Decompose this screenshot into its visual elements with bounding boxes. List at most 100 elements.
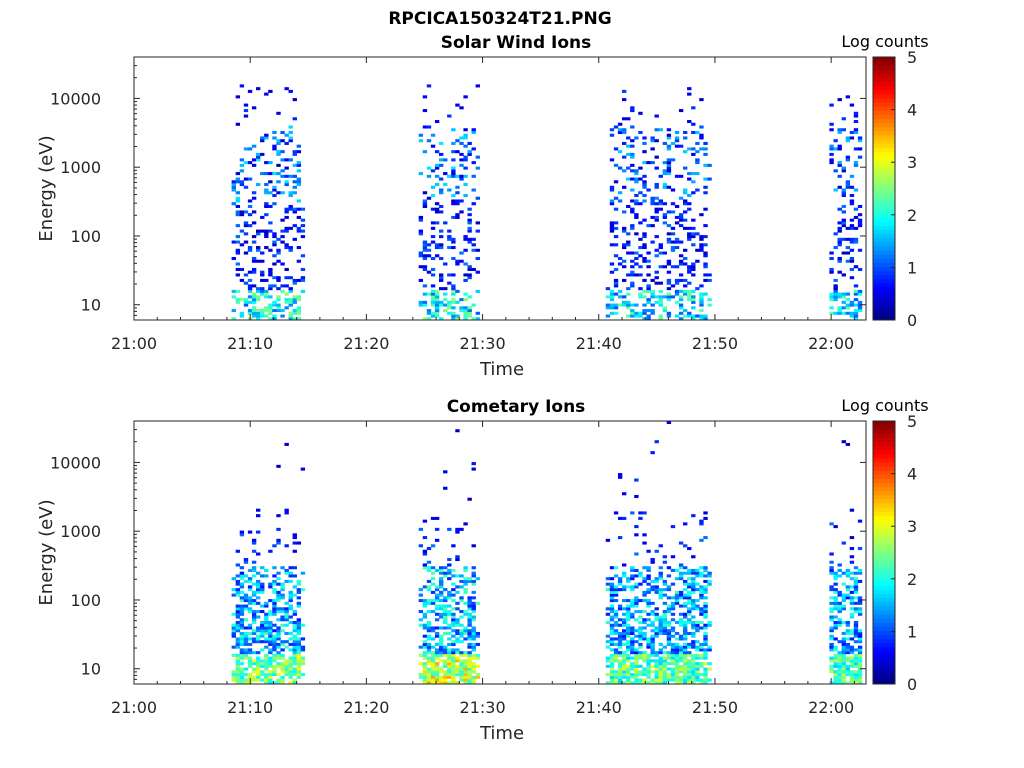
spectrogram-cell bbox=[264, 656, 269, 660]
spectrogram-cell bbox=[857, 673, 863, 677]
spectrogram-cell bbox=[841, 648, 846, 652]
colorbar-segment bbox=[873, 299, 895, 304]
spectrogram-cell bbox=[467, 311, 472, 315]
spectrogram-cell bbox=[617, 166, 623, 170]
spectrogram-cell bbox=[666, 651, 672, 655]
spectrogram-cell bbox=[849, 303, 855, 307]
spectrogram-cell bbox=[272, 276, 277, 280]
spectrogram-cell bbox=[288, 314, 293, 318]
spectrogram-cell bbox=[276, 642, 281, 646]
spectrogram-cell bbox=[231, 678, 236, 682]
spectrogram-cell bbox=[439, 188, 444, 192]
spectrogram-cell bbox=[674, 593, 680, 597]
spectrogram-cell bbox=[626, 631, 631, 635]
spectrogram-cell bbox=[422, 585, 428, 589]
spectrogram-cell bbox=[646, 273, 651, 277]
spectrogram-cell bbox=[256, 582, 261, 586]
spectrogram-cell bbox=[276, 582, 281, 586]
spectrogram-cell bbox=[691, 577, 696, 581]
spectrogram-cell bbox=[678, 144, 684, 148]
spectrogram-cell bbox=[251, 306, 257, 310]
spectrogram-cell bbox=[251, 637, 257, 641]
spectrogram-cell bbox=[296, 278, 302, 282]
spectrogram-cell bbox=[280, 262, 285, 266]
spectrogram-cell bbox=[841, 191, 846, 195]
spectrogram-cell bbox=[849, 547, 855, 551]
spectrogram-cell bbox=[691, 273, 696, 277]
spectrogram-cell bbox=[699, 295, 704, 299]
spectrogram-cell bbox=[617, 631, 623, 635]
colorbar-segment bbox=[873, 217, 895, 222]
spectrogram-cell bbox=[658, 662, 663, 666]
spectrogram-cell bbox=[471, 637, 476, 641]
spectrogram-cell bbox=[638, 651, 643, 655]
spectrogram-cell bbox=[674, 144, 680, 148]
spectrogram-cell bbox=[434, 306, 440, 310]
spectrogram-cell bbox=[463, 610, 468, 614]
spectrogram-cell bbox=[235, 673, 241, 677]
spectrogram-cell bbox=[300, 673, 306, 677]
spectrogram-cell bbox=[418, 172, 424, 176]
spectrogram-cell bbox=[687, 226, 692, 230]
spectrogram-cell bbox=[634, 664, 639, 668]
spectrogram-cell bbox=[447, 610, 452, 614]
spectrogram-cell bbox=[699, 284, 704, 288]
spectrogram-cell bbox=[687, 289, 692, 293]
colorbar-segment bbox=[873, 241, 895, 247]
spectrogram-cell bbox=[467, 656, 472, 660]
spectrogram-cell bbox=[239, 678, 245, 682]
spectrogram-cell bbox=[654, 207, 659, 211]
spectrogram-cell bbox=[455, 174, 460, 178]
spectrogram-cell bbox=[853, 596, 859, 600]
spectrogram-cell bbox=[296, 642, 302, 646]
colorbar-segment bbox=[873, 564, 895, 570]
spectrogram-cell bbox=[463, 629, 468, 633]
spectrogram-cell bbox=[853, 566, 859, 570]
spectrogram-cell bbox=[634, 601, 639, 605]
spectrogram-cell bbox=[849, 601, 855, 605]
spectrogram-cell bbox=[613, 593, 619, 597]
colorbar-segment bbox=[873, 610, 895, 615]
spectrogram-cell bbox=[451, 284, 456, 288]
spectrogram-cell bbox=[837, 593, 842, 597]
spectrogram-cell bbox=[703, 574, 708, 578]
spectrogram-cell bbox=[430, 577, 436, 581]
spectrogram-cell bbox=[235, 637, 241, 641]
spectrogram-cell bbox=[296, 144, 302, 148]
spectrogram-cell bbox=[630, 631, 635, 635]
spectrogram-cell bbox=[609, 670, 615, 674]
spectrogram-cell bbox=[292, 152, 297, 156]
spectrogram-cell bbox=[451, 311, 456, 315]
spectrogram-cell bbox=[849, 560, 855, 564]
spectrogram-cell bbox=[463, 577, 468, 581]
spectrogram-cell bbox=[853, 298, 859, 302]
spectrogram-cell bbox=[683, 588, 688, 592]
spectrogram-cell bbox=[642, 232, 647, 236]
spectrogram-cell bbox=[853, 681, 859, 685]
spectrogram-cell bbox=[642, 246, 647, 250]
spectrogram-cell bbox=[853, 664, 859, 668]
spectrogram-cell bbox=[658, 566, 663, 570]
spectrogram-cell bbox=[296, 541, 302, 545]
spectrogram-cell bbox=[853, 579, 859, 583]
spectrogram-cell bbox=[853, 577, 859, 581]
spectrogram-cell bbox=[451, 599, 456, 603]
spectrogram-cell bbox=[268, 284, 273, 288]
spectrogram-cell bbox=[430, 516, 436, 520]
spectrogram-cell bbox=[609, 662, 615, 666]
spectrogram-cell bbox=[703, 678, 708, 682]
spectrogram-cell bbox=[471, 161, 476, 165]
spectrogram-cell bbox=[231, 626, 236, 630]
spectrogram-cell bbox=[280, 139, 285, 143]
spectrogram-cell bbox=[422, 95, 428, 99]
spectrogram-cell bbox=[247, 675, 253, 679]
y-tick-label: 1000 bbox=[60, 522, 101, 541]
spectrogram-cell bbox=[268, 623, 273, 627]
spectrogram-cell bbox=[849, 185, 855, 189]
spectrogram-cell bbox=[251, 615, 257, 619]
spectrogram-cell bbox=[613, 311, 619, 315]
spectrogram-cell bbox=[650, 579, 655, 583]
spectrogram-cell bbox=[463, 662, 468, 666]
spectrogram-cell bbox=[434, 243, 440, 247]
spectrogram-cell bbox=[678, 678, 684, 682]
